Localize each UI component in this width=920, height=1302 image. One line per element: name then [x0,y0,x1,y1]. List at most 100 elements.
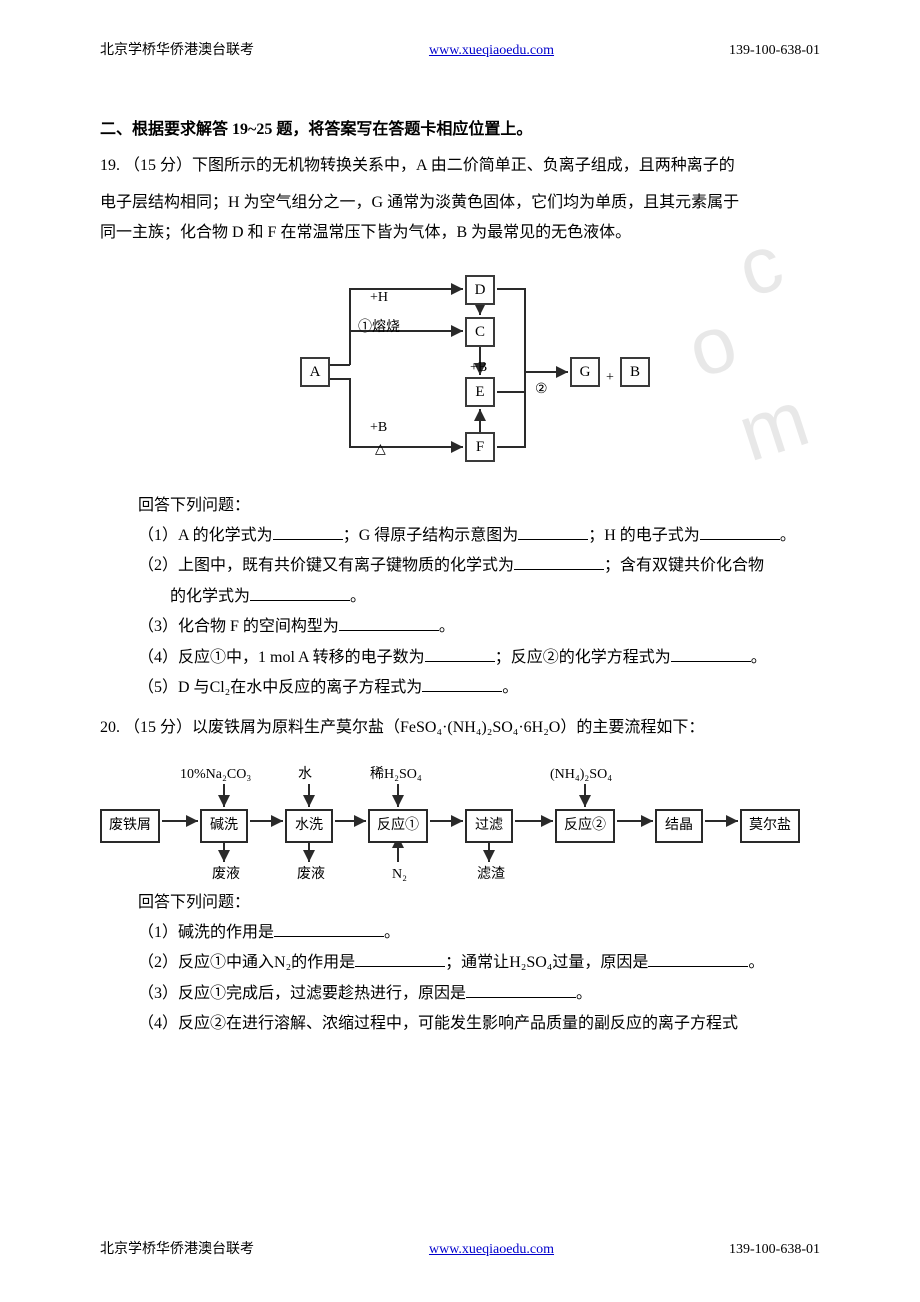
q19-p2b: ；含有双键共价化合物 [604,557,764,574]
d1-label-step1: ①熔烧 [358,315,400,342]
q19-p5a: （5）D 与 [138,679,210,696]
d2-box-jiejing: 结晶 [655,809,703,844]
q19-p1: （1）A 的化学式为 ；G 得原子结构示意图为 ；H 的电子式为 。 [100,521,820,551]
q19: 19. （15 分）下图所示的无机物转换关系中，A 由二价简单正、负离子组成，且… [100,151,820,181]
diagram-2: 废铁屑碱洗水洗反应①过滤反应②结晶莫尔盐 10%Na₂CO₃水稀H₂SO₄(NH… [100,754,820,884]
q20-p4: （4）反应②在进行溶解、浓缩过程中，可能发生影响产品质量的副反应的离子方程式 [100,1009,820,1039]
q19-p5: （5）D 与Cl₂在水中反应的离子方程式为 。 [100,673,820,703]
d2-input-1: 水 [298,762,312,789]
q19-p4b: ；反应②的化学方程式为 [495,649,671,666]
page-footer: 北京学桥华侨港澳台联考 www.xueqiaoedu.com 139-100-6… [100,1237,820,1264]
q19-p2: （2）上图中，既有共价键又有离子键物质的化学式为 ；含有双键共价化合物 [100,551,820,581]
d1-label-plusH: +H [370,285,388,312]
q19-p1b: ；G 得原子结构示意图为 [343,527,519,544]
q20-points: （15 分） [124,719,192,736]
blank [514,554,604,570]
blank [700,524,780,540]
q19-points: （15 分） [124,157,192,174]
d2-box-fy1: 反应① [368,809,428,844]
d2-output-1: 废液 [297,862,325,889]
footer-right: 139-100-638-01 [729,1237,820,1264]
q20-subhead: 回答下列问题： [100,888,820,918]
d1-box-B: B [620,357,650,387]
q20-p2c: ；通常让 [445,954,509,971]
d2-input-0: 10%Na₂CO₃ [180,762,251,789]
d2-input-2: 稀H₂SO₄ [370,762,422,789]
q20-p2e: 。 [748,954,764,971]
q20-p1b: 。 [384,924,400,941]
section-title: 二、根据要求解答 19~25 题，将答案写在答题卡相应位置上。 [100,115,820,145]
q20-stem-b: ）的主要流程如下： [560,719,704,736]
q20-p2a: （2）反应①中通入 [138,954,274,971]
q20: 20. （15 分）以废铁屑为原料生产莫尔盐（FeSO₄·(NH₄)₂SO₄·6… [100,713,820,743]
q19-p4c: 。 [751,649,767,666]
blank [466,982,576,998]
q19-num: 19. [100,157,120,174]
q20-p3b: 。 [576,985,592,1002]
q19-p3a: （3）化合物 F 的空间构型为 [138,618,339,635]
q19-stem3: 同一主族；化合物 D 和 F 在常温常压下皆为气体，B 为最常见的无色液体。 [100,218,820,248]
d1-box-A: A [300,357,330,387]
d1-label-plusB1: +B [470,355,487,382]
blank [339,615,439,631]
d2-input-3: (NH₄)₂SO₄ [550,762,612,789]
blank [648,951,748,967]
blank [355,951,445,967]
q20-p3a: （3）反应①完成后，过滤要趁热进行，原因是 [138,985,466,1002]
d2-output-2: N₂ [392,862,407,889]
q19-p4: （4）反应①中，1 mol A 转移的电子数为 ；反应②的化学方程式为 。 [100,643,820,673]
d1-box-D: D [465,275,495,305]
d2-output-0: 废液 [212,862,240,889]
q20-p1: （1）碱洗的作用是 。 [100,918,820,948]
q20-formula: FeSO₄·(NH₄)₂SO₄·6H₂O [400,719,560,736]
q19-p5b: 在水中反应的离子方程式为 [230,679,422,696]
d1-label-step2: ② [535,377,548,404]
q20-p4: （4）反应②在进行溶解、浓缩过程中，可能发生影响产品质量的副反应的离子方程式 [138,1015,738,1032]
d2-box-shuixi: 水洗 [285,809,333,844]
d1-box-C: C [465,317,495,347]
q19-p1c: ；H 的电子式为 [588,527,700,544]
d2-box-moer: 莫尔盐 [740,809,800,844]
diagram-1: ADCEFGB +H①熔烧+B+B△②+ [270,257,650,487]
q19-subhead: 回答下列问题： [100,491,820,521]
d2-box-jianxi: 碱洗 [200,809,248,844]
q19-p2-cont: 的化学式为。 [100,582,820,612]
footer-left: 北京学桥华侨港澳台联考 [100,1237,254,1264]
d1-box-F: F [465,432,495,462]
header-right: 139-100-638-01 [729,38,820,65]
q19-stem2: 电子层结构相同；H 为空气组分之一，G 通常为淡黄色固体，它们均为单质，且其元素… [100,188,820,218]
q19-p1d: 。 [780,527,796,544]
footer-url[interactable]: www.xueqiaoedu.com [429,1237,554,1264]
content: 二、根据要求解答 19~25 题，将答案写在答题卡相应位置上。 19. （15 … [100,115,820,1040]
q19-p3b: 。 [439,618,455,635]
q19-p3: （3）化合物 F 的空间构型为 。 [100,612,820,642]
d1-label-plus: + [606,365,614,392]
d2-output-3: 滤渣 [477,862,505,889]
q19-stem1: 下图所示的无机物转换关系中，A 由二价简单正、负离子组成，且两种离子的 [192,157,735,174]
q19-p2d: 。 [350,588,366,605]
q19-p5c: 。 [502,679,518,696]
q19-p1a: （1）A 的化学式为 [138,527,273,544]
h2so4-formula: H₂SO₄ [509,954,552,971]
header-url[interactable]: www.xueqiaoedu.com [429,38,554,65]
blank [671,646,751,662]
blank [422,676,502,692]
q20-p2b: 的作用是 [291,954,355,971]
header-left: 北京学桥华侨港澳台联考 [100,38,254,65]
blank [274,921,384,937]
q20-p3: （3）反应①完成后，过滤要趁热进行，原因是 。 [100,979,820,1009]
d1-box-G: G [570,357,600,387]
d2-box-guolv: 过滤 [465,809,513,844]
q20-stem-a: 以废铁屑为原料生产莫尔盐（ [192,719,400,736]
q20-p2d: 过量，原因是 [552,954,648,971]
d2-box-fy2: 反应② [555,809,615,844]
q19-p2a: （2）上图中，既有共价键又有离子键物质的化学式为 [138,557,514,574]
n2-formula: N₂ [274,954,291,971]
q20-p1a: （1）碱洗的作用是 [138,924,274,941]
cl2-formula: Cl₂ [210,679,231,696]
blank [250,585,350,601]
q19-p4a: （4）反应①中，1 mol A 转移的电子数为 [138,649,425,666]
q20-p2: （2）反应①中通入N₂的作用是 ；通常让H₂SO₄过量，原因是 。 [100,948,820,978]
page-header: 北京学桥华侨港澳台联考 www.xueqiaoedu.com 139-100-6… [100,38,820,65]
blank [425,646,495,662]
